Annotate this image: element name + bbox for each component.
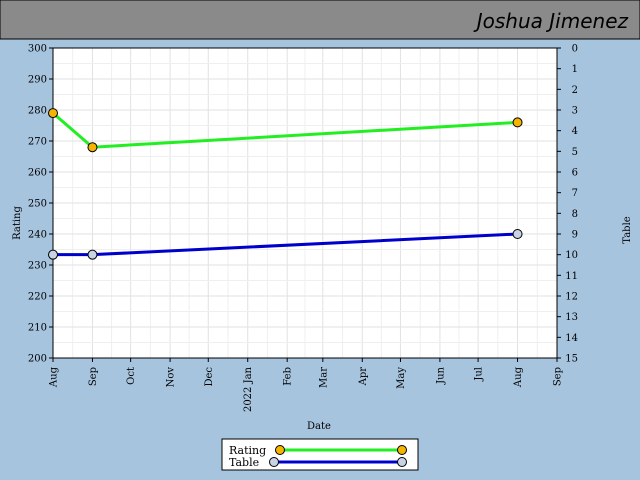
y-tick-label-right: 5 [572,147,578,158]
x-tick-label: Apr [358,367,369,387]
legend-box [221,438,419,471]
x-tick-label: May [396,367,407,389]
legend-label-table: Table [229,456,259,469]
y-tick-label-left: 230 [28,261,47,272]
x-tick-label: Feb [283,367,294,386]
y-tick-label-left: 210 [28,323,47,334]
x-tick-label: Dec [204,367,215,387]
series-point-rating [48,108,58,119]
series-layer [48,108,523,260]
y-tick-label-right: 12 [565,292,578,303]
y-tick-label-right: 2 [572,85,578,96]
series-point-table [48,249,58,260]
legend-marker-table-end [397,457,407,467]
series-point-rating [512,117,523,128]
legend-marker-rating-start [275,445,285,455]
y-tick-label-left: 200 [28,354,47,365]
y-axis-title-left: Rating [12,206,23,240]
legend-label-rating: Rating [229,444,266,457]
y-tick-label-left: 260 [28,168,47,179]
y-tick-label-right: 4 [572,126,578,137]
legend-marker-rating-end [397,445,407,455]
x-axis-title: Date [307,421,331,432]
left-y-axis: 200 210 220 230 240 250 260 270 280 290 300 [28,44,53,365]
y-tick-label-left: 240 [28,230,47,241]
y-tick-label-right: 14 [565,333,578,344]
y-tick-label-right: 11 [565,271,578,282]
x-tick-label: Oct [126,367,137,385]
y-tick-label-left: 220 [28,292,47,303]
y-tick-label-left: 270 [28,137,47,148]
y-tick-label-left: 290 [28,75,47,86]
x-tick-label: Jun [435,366,446,384]
x-tick-label: 2022 Jan [243,366,254,412]
x-tick-label: Aug [513,366,524,388]
x-tick-label: Sep [88,367,99,386]
series-point-rating [87,142,98,153]
y-tick-label-right: 9 [572,230,578,241]
y-tick-label-right: 3 [572,106,578,117]
x-tick-label: Mar [318,367,329,388]
x-tick-label: Sep [553,367,564,386]
y-tick-label-right: 10 [565,250,578,261]
series-point-table [512,229,523,239]
y-tick-label-right: 7 [572,188,578,199]
header-bar [0,0,640,40]
y-tick-label-left: 280 [28,106,47,117]
y-axis-title-right: Table [622,216,633,243]
series-point-table [87,249,98,260]
y-tick-label-right: 0 [572,44,578,55]
legend-marker-table-start [269,457,279,467]
y-tick-label-right: 6 [572,168,578,179]
y-tick-label-left: 250 [28,199,47,210]
x-tick-label: Jul [474,367,485,382]
y-tick-label-left: 300 [28,44,47,55]
x-axis: Aug Sep Oct Nov Dec 2022 Jan Feb Mar Apr May Jun Ju… [49,358,564,412]
x-tick-label: Aug [49,366,60,388]
y-tick-label-right: 13 [565,312,578,323]
grid [52,47,558,359]
header-name: Joshua Jimenez [473,9,629,33]
y-tick-label-right: 15 [565,354,578,365]
legend: Rating Table [221,438,419,471]
y-tick-label-right: 8 [572,209,578,220]
x-tick-label: Nov [166,367,177,388]
y-tick-label-right: 1 [572,64,578,75]
